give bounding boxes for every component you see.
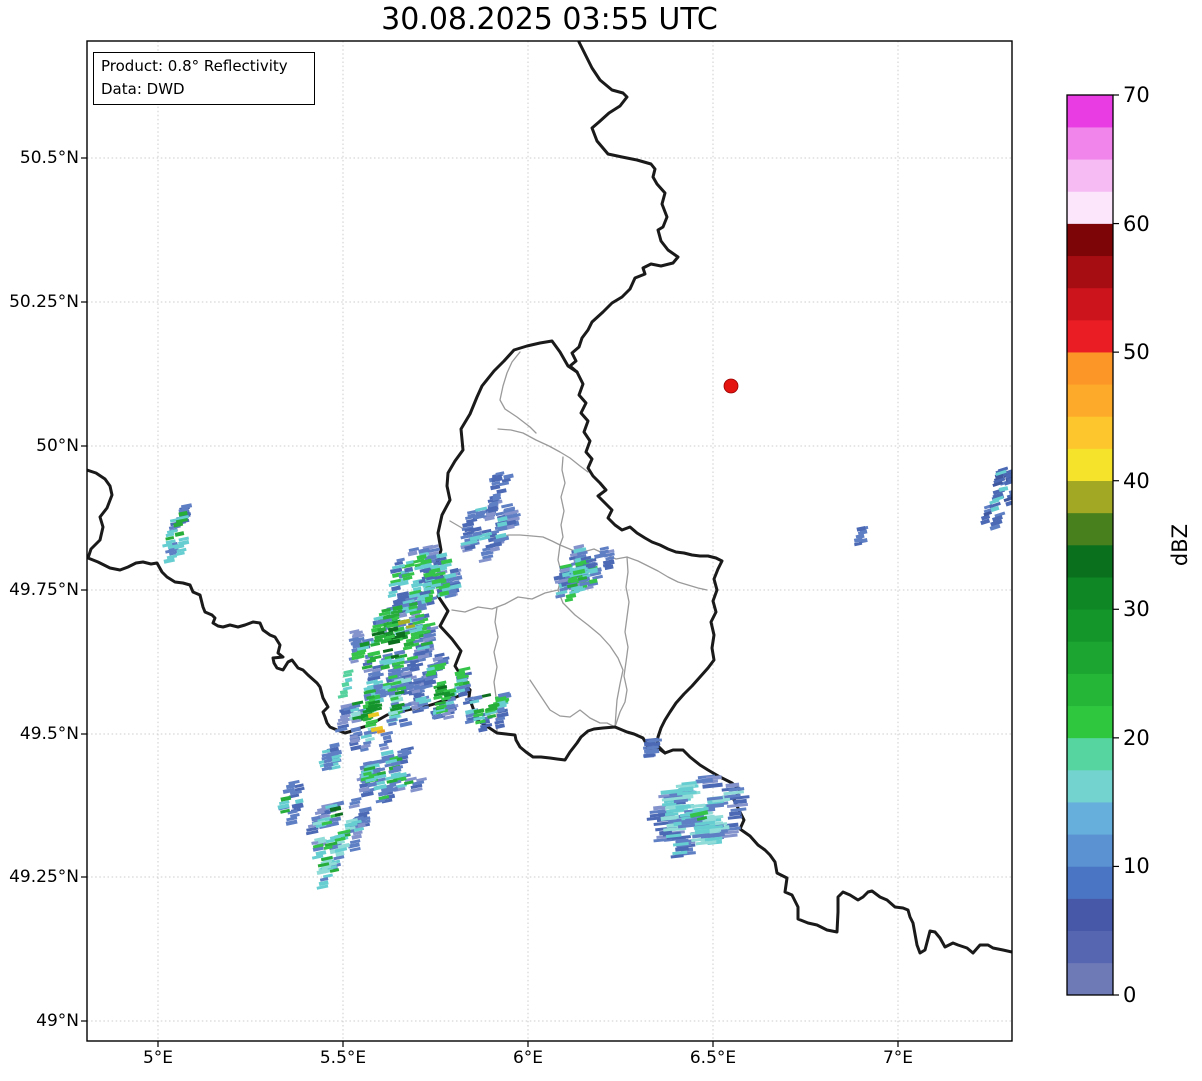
echo-accent bbox=[395, 631, 406, 636]
echo-accent bbox=[397, 618, 411, 626]
region-borders bbox=[449, 351, 708, 734]
colorbar-tick-label: 20 bbox=[1123, 725, 1150, 750]
colorbar-tick-label: 60 bbox=[1123, 211, 1150, 236]
colorbar-tick-label: 10 bbox=[1123, 854, 1150, 879]
y-tick-label: 50.25°N bbox=[9, 292, 79, 312]
echo-accent bbox=[696, 815, 708, 822]
data-source-line: Data: DWD bbox=[101, 80, 185, 99]
graticule bbox=[87, 41, 1012, 1041]
x-tick-label: 6.5°E bbox=[689, 1048, 737, 1068]
echo-accent bbox=[390, 654, 400, 659]
colorbar-unit-label: dBZ bbox=[1168, 523, 1192, 567]
colorbar-tick-label: 30 bbox=[1123, 597, 1150, 622]
echo-accent bbox=[174, 531, 185, 537]
echo-accent bbox=[405, 624, 416, 629]
colorbar-tick-label: 50 bbox=[1123, 340, 1150, 365]
colorbar-frame bbox=[1066, 94, 1114, 996]
country-borders bbox=[87, 41, 1012, 955]
y-tick-label: 50°N bbox=[36, 436, 79, 456]
y-tick-label: 49.5°N bbox=[19, 724, 79, 744]
echo-accent bbox=[481, 693, 492, 698]
x-tick-label: 6°E bbox=[512, 1048, 544, 1068]
echo-accent bbox=[382, 647, 394, 654]
x-tick-label: 5°E bbox=[142, 1048, 174, 1068]
radar-echoes bbox=[162, 466, 1012, 890]
echo-accent bbox=[329, 868, 340, 873]
axis-ticks bbox=[81, 157, 899, 1047]
echo-accent bbox=[376, 729, 386, 734]
y-tick-label: 49.25°N bbox=[9, 867, 79, 887]
y-tick-label: 49°N bbox=[36, 1011, 79, 1031]
radar-site-marker bbox=[723, 378, 739, 394]
echo-accent bbox=[689, 810, 709, 818]
echo-accent bbox=[387, 638, 401, 646]
colorbar-tick-label: 40 bbox=[1123, 468, 1150, 493]
echo-accent bbox=[577, 576, 588, 581]
map-layers bbox=[87, 41, 1012, 1041]
colorbar-tick-label: 0 bbox=[1123, 983, 1137, 1007]
x-tick-label: 5.5°E bbox=[319, 1048, 367, 1068]
echo-accent bbox=[998, 486, 1009, 492]
colorbar-tick-label: 70 bbox=[1123, 83, 1150, 107]
product-info-box: Product: 0.8° Reflectivity Data: DWD bbox=[93, 52, 315, 105]
colorbar bbox=[1066, 94, 1119, 996]
y-tick-label: 49.75°N bbox=[9, 580, 79, 600]
echo-accent bbox=[441, 691, 451, 696]
echo-accent bbox=[367, 711, 380, 719]
map-frame bbox=[86, 40, 1013, 1042]
product-line: Product: 0.8° Reflectivity bbox=[101, 57, 288, 75]
x-tick-label: 7°E bbox=[882, 1048, 914, 1068]
echo-accent bbox=[329, 805, 342, 813]
echo-accent bbox=[436, 684, 448, 691]
echo-accent bbox=[370, 725, 384, 733]
echo-accent bbox=[334, 812, 344, 817]
echo-accent bbox=[572, 568, 586, 576]
plot-title: 30.08.2025 03:55 UTC bbox=[381, 2, 718, 37]
y-tick-label: 50.5°N bbox=[19, 148, 79, 168]
